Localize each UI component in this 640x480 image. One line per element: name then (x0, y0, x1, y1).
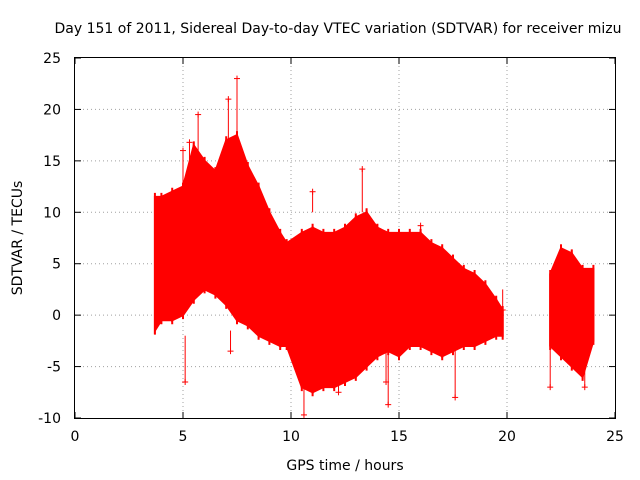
data-band-segment (387, 231, 400, 358)
plot-frame (74, 57, 616, 419)
data-point (335, 335, 342, 396)
y-tick-label: 15 (43, 154, 61, 170)
data-band-segment (452, 256, 465, 353)
data-band-segment (570, 250, 584, 380)
data-band-segment (171, 184, 184, 322)
data-point (547, 335, 554, 391)
y-tick-label: -5 (47, 360, 61, 376)
data-band-segment (549, 247, 562, 359)
x-axis-label: GPS time / hours (286, 458, 403, 474)
data-band-segment (419, 230, 433, 353)
axis-ticks: 0 5 10 15 20 25 -10 -5 0 5 10 15 20 25 (38, 51, 624, 445)
data-band-segment (441, 245, 454, 358)
data-band-segment (192, 142, 206, 303)
data-point (234, 75, 240, 213)
data-band-segment (214, 139, 228, 308)
y-tick-label: 10 (43, 205, 61, 221)
x-tick-label: 15 (390, 429, 408, 445)
data-band-segment (354, 210, 368, 380)
data-band-segment (398, 231, 411, 359)
y-tick-label: 0 (52, 308, 61, 324)
y-tick-label: 25 (43, 51, 61, 67)
data-point (352, 216, 359, 241)
data-point (581, 335, 588, 391)
data-band-segment (182, 145, 195, 319)
data-point (195, 111, 202, 213)
y-tick-label: 20 (43, 102, 61, 118)
data-point (443, 263, 450, 288)
data-point (499, 289, 506, 313)
data-band-segment (246, 165, 260, 339)
data-point (180, 147, 186, 213)
data-band-segment (344, 215, 357, 384)
data-point (186, 139, 193, 213)
data-band-segment (311, 226, 325, 394)
data-band-segment (484, 281, 498, 343)
data-band-segment (333, 226, 346, 389)
y-tick-label: -10 (38, 411, 61, 427)
y-axis-label: SDTVAR / TECUs (10, 181, 26, 296)
data-band-segment (160, 190, 174, 322)
data-band-segment (257, 186, 271, 343)
data-band-segment (430, 241, 444, 358)
x-tick-label: 0 (71, 429, 80, 445)
data-point (417, 222, 424, 247)
data-band-segment (322, 231, 336, 389)
data-band-segment (462, 267, 476, 347)
data-band-segment (560, 246, 573, 369)
data-point (182, 335, 189, 385)
data-point (300, 335, 307, 418)
data-point (309, 188, 316, 213)
x-tick-label: 20 (498, 429, 516, 445)
data-band-segment (236, 134, 249, 328)
data-band-segment (408, 231, 422, 347)
data-band-segment (376, 226, 390, 358)
data-band-segment (581, 267, 595, 378)
data-band-segment (365, 209, 379, 369)
data-band-segment (285, 230, 303, 388)
data-band-segment (225, 133, 238, 324)
data-band-segment (268, 211, 282, 348)
data-point (385, 335, 392, 408)
y-tick-label: 5 (52, 257, 61, 273)
x-tick-label: 10 (282, 429, 300, 445)
data-band-segment (300, 226, 314, 394)
data-point (227, 330, 234, 355)
data-band-segment (203, 158, 217, 297)
chart-title: Day 151 of 2011, Sidereal Day-to-day VTE… (55, 21, 622, 37)
x-tick-label: 5 (179, 429, 188, 445)
x-tick-label: 25 (606, 429, 624, 445)
data-point (225, 96, 232, 213)
data-point (359, 166, 366, 213)
data-band-segment (473, 271, 487, 348)
data-series (153, 75, 595, 418)
data-point (452, 335, 459, 401)
